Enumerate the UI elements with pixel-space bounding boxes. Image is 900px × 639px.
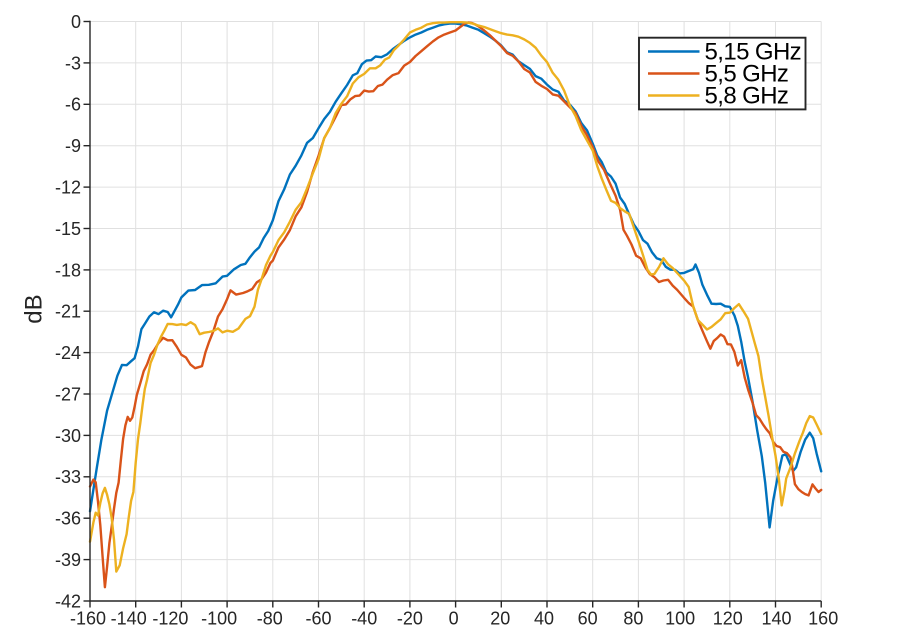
svg-text:-6: -6: [65, 95, 81, 115]
svg-text:40: 40: [534, 609, 554, 629]
svg-text:5,8 GHz: 5,8 GHz: [705, 83, 789, 110]
svg-text:-140: -140: [111, 609, 147, 629]
svg-text:-40: -40: [351, 609, 377, 629]
svg-text:-60: -60: [305, 609, 331, 629]
svg-text:5,15 GHz: 5,15 GHz: [705, 39, 802, 66]
svg-text:-120: -120: [152, 609, 188, 629]
svg-text:-12: -12: [55, 178, 81, 198]
svg-text:-21: -21: [55, 302, 81, 322]
svg-text:dB: dB: [21, 294, 48, 323]
svg-text:-160: -160: [70, 609, 106, 629]
svg-text:-18: -18: [55, 260, 81, 280]
svg-text:-80: -80: [257, 609, 283, 629]
svg-text:-15: -15: [55, 219, 81, 239]
svg-text:0: 0: [71, 12, 81, 32]
svg-text:-20: -20: [397, 609, 423, 629]
svg-text:-3: -3: [65, 53, 81, 73]
svg-text:120: 120: [713, 609, 743, 629]
svg-text:-36: -36: [55, 509, 81, 529]
svg-text:-30: -30: [55, 426, 81, 446]
svg-text:-39: -39: [55, 550, 81, 570]
svg-text:-24: -24: [55, 343, 81, 363]
svg-text:100: 100: [665, 609, 695, 629]
svg-text:5,5 GHz: 5,5 GHz: [705, 61, 789, 88]
svg-text:60: 60: [578, 609, 598, 629]
svg-text:-42: -42: [55, 591, 81, 611]
svg-text:-9: -9: [65, 136, 81, 156]
svg-text:-33: -33: [55, 467, 81, 487]
svg-text:20: 20: [490, 609, 510, 629]
svg-text:80: 80: [623, 609, 643, 629]
svg-text:160: 160: [808, 609, 838, 629]
svg-text:140: 140: [761, 609, 791, 629]
svg-text:0: 0: [449, 609, 459, 629]
svg-text:-27: -27: [55, 384, 81, 404]
svg-text:-100: -100: [201, 609, 237, 629]
